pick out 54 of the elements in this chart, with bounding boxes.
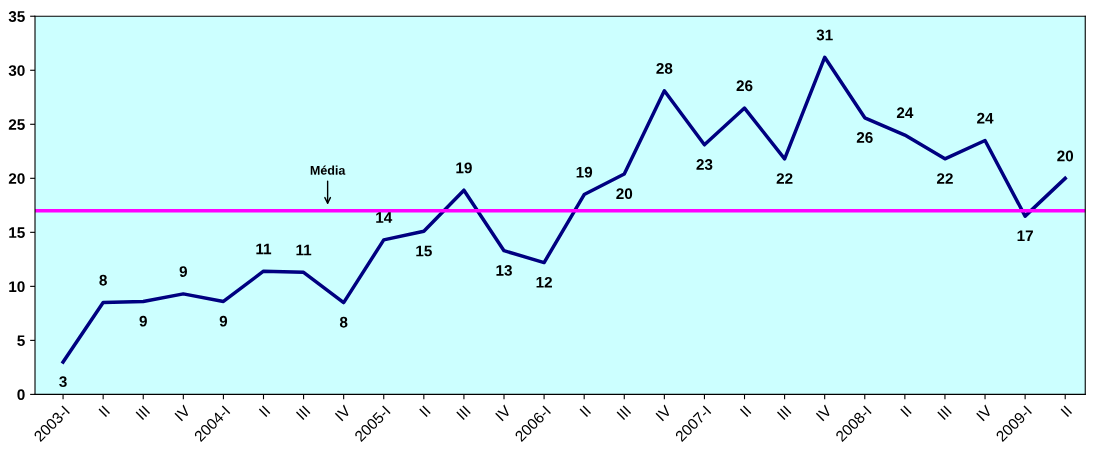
data-label: 22 [776,173,793,184]
data-label: 26 [736,80,753,92]
data-label: 11 [296,244,312,256]
x-tick-label: IV [655,404,673,422]
data-label: 23 [696,159,713,170]
ref-line-label: Média [310,165,346,175]
y-tick-label: 15 [9,227,25,239]
x-tick-label: IV [495,404,512,422]
y-tick-label: 35 [8,11,25,22]
data-label: 20 [616,188,633,200]
x-tick-label: III [135,405,151,420]
data-label: 22 [936,173,953,184]
x-tick-label: II [98,405,110,417]
data-label: 24 [896,107,914,119]
y-tick-label: 20 [8,173,25,184]
data-label: 31 [816,29,833,41]
x-tick-label: III [777,405,792,420]
data-label: 19 [576,166,593,178]
y-tick-label: 25 [8,119,25,130]
data-label: 13 [496,264,512,276]
data-label: 11 [256,243,272,255]
x-tick-label: II [900,405,912,417]
x-tick-label: II [1060,405,1073,417]
x-tick-label: IV [815,404,833,422]
data-label: 17 [1017,230,1033,242]
data-label: 26 [856,132,873,143]
x-tick-label: III [295,405,311,420]
data-label: 9 [179,266,188,278]
data-label: 28 [656,63,673,74]
x-tick-label: II [258,405,271,417]
data-label: 9 [139,315,147,327]
x-tick-label: III [937,405,952,420]
x-tick-label: III [456,405,471,420]
data-label: 8 [339,316,348,328]
data-label: 24 [977,112,994,124]
x-tick-label: II [739,405,752,417]
data-label: 15 [416,245,432,257]
y-tick-label: 10 [9,281,25,293]
y-tick-label: 30 [8,65,25,76]
data-label: 20 [1057,150,1074,162]
x-tick-label: IV [334,404,352,422]
x-tick-label: IV [174,404,192,422]
data-label: 14 [376,212,393,223]
y-tick-label: 5 [17,335,25,347]
data-label: 9 [219,315,228,327]
x-tick-label: II [419,405,431,417]
data-label: 19 [456,162,472,174]
x-tick-label: IV [976,404,993,422]
data-label: 8 [99,274,107,286]
x-tick-label: III [616,405,632,420]
x-tick-label: II [579,405,592,417]
data-label: 3 [59,376,67,388]
y-tick-label: 0 [17,389,25,401]
data-label: 12 [536,276,552,288]
